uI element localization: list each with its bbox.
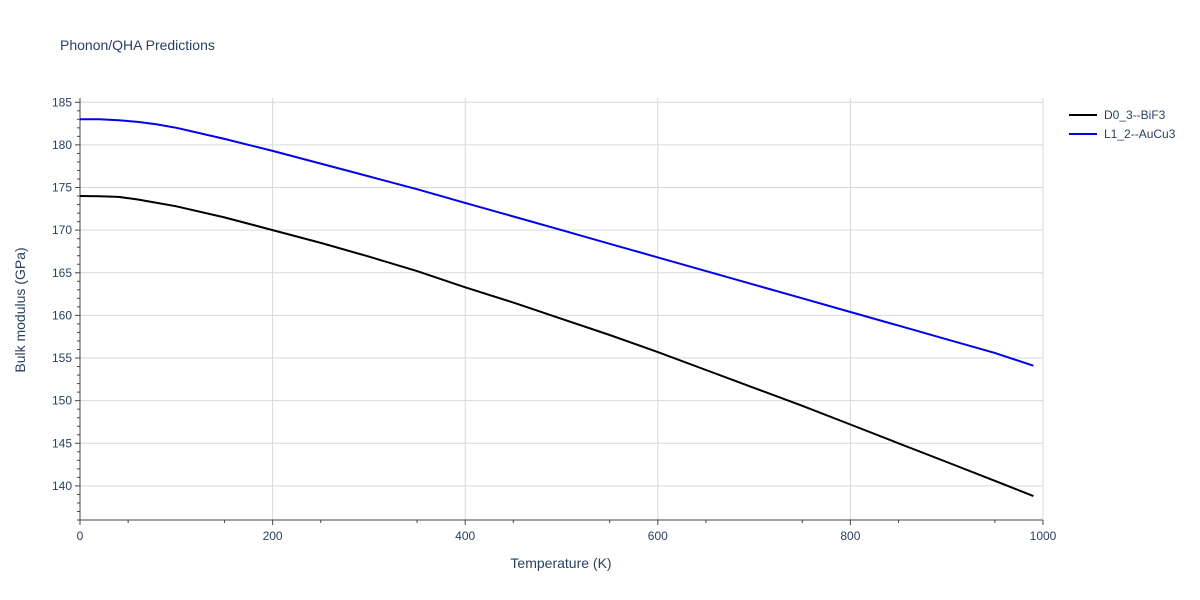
- y-tick-label: 175: [52, 181, 72, 195]
- legend-item[interactable]: D0_3--BiF3: [1104, 108, 1166, 122]
- x-tick-label: 400: [455, 529, 475, 543]
- x-tick-label: 200: [263, 529, 283, 543]
- series-line: [79, 195, 1034, 498]
- y-tick-label: 165: [52, 266, 72, 280]
- y-tick-label: 140: [52, 479, 72, 493]
- x-tick-label: 0: [77, 529, 84, 543]
- y-tick-label: 160: [52, 308, 72, 322]
- chart-title: Phonon/QHA Predictions: [60, 37, 215, 53]
- grid: [79, 98, 1044, 520]
- legend[interactable]: D0_3--BiF3 L1_2--AuCu3: [1069, 108, 1176, 141]
- x-tick-label: 1000: [1030, 529, 1057, 543]
- plot-area: [79, 118, 1034, 498]
- x-tick-label: 600: [648, 529, 668, 543]
- y-tick-label: 155: [52, 351, 72, 365]
- x-tick-label: 800: [840, 529, 860, 543]
- y-tick-label: 185: [52, 95, 72, 109]
- y-tick-label: 180: [52, 138, 72, 152]
- y-tick-label: 150: [52, 394, 72, 408]
- series-line: [80, 118, 1034, 367]
- y-tick-label: 170: [52, 223, 72, 237]
- axes: 140 145 150 155 160 165 170 175 180 185 0 200 400 600…: [52, 95, 1057, 543]
- y-tick-label: 145: [52, 436, 72, 450]
- legend-item[interactable]: L1_2--AuCu3: [1104, 127, 1176, 141]
- y-axis-title: Bulk modulus (GPa): [12, 247, 28, 372]
- x-axis-title: Temperature (K): [510, 555, 611, 571]
